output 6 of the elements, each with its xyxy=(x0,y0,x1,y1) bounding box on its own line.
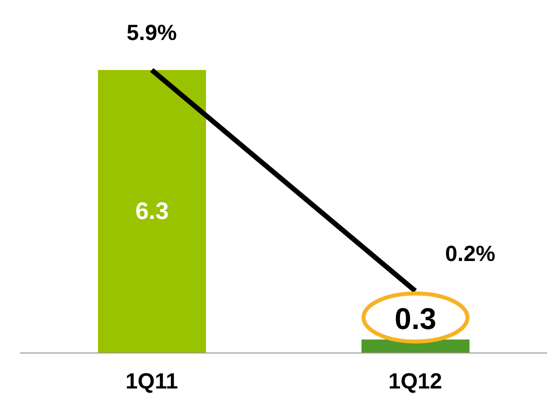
data-label: 0.3 xyxy=(394,303,436,336)
data-label: 6.3 xyxy=(135,198,169,225)
x-tick-label: 1Q12 xyxy=(388,368,442,394)
x-tick-label: 1Q11 xyxy=(125,368,178,394)
data-label: 5.9% xyxy=(126,20,177,45)
data-label: 0.2% xyxy=(445,240,496,266)
